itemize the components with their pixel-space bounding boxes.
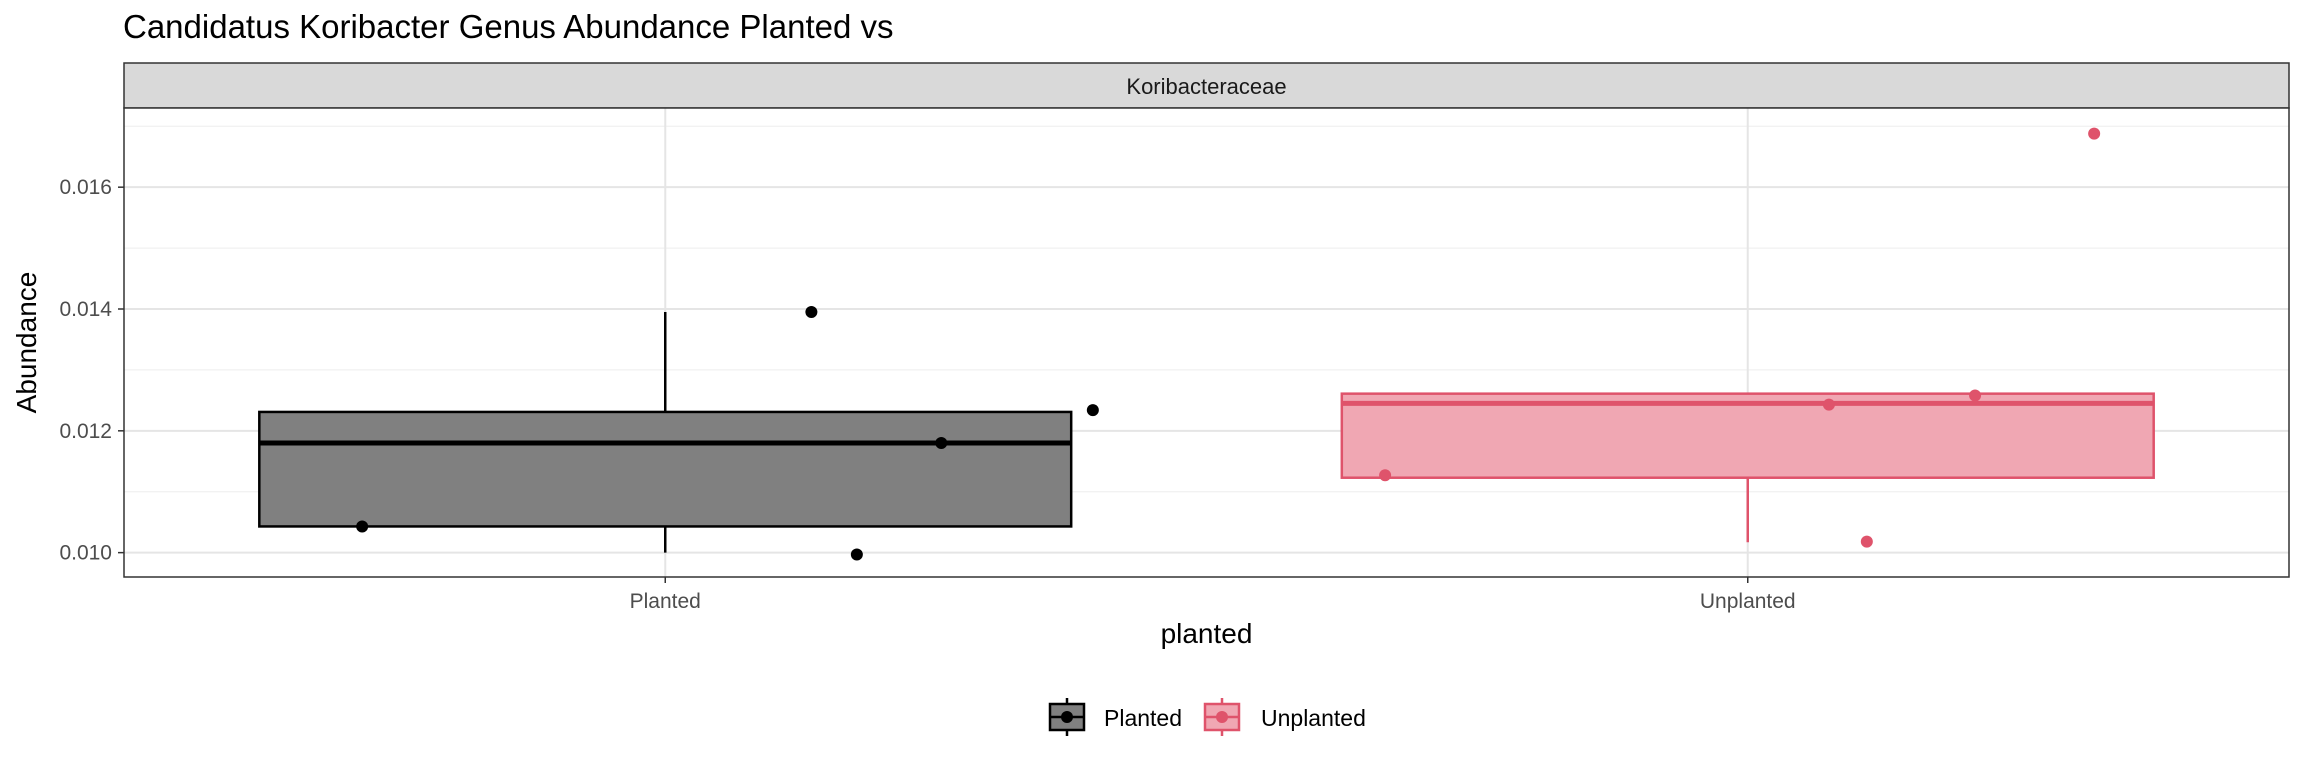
box-body <box>258 410 1073 528</box>
y-tick-label: 0.012 <box>59 420 112 443</box>
x-axis-title: planted <box>1161 618 1253 649</box>
box-unplanted <box>1340 392 2155 543</box>
data-point-planted <box>935 437 948 449</box>
x-axis: Planted Unplanted <box>630 577 1796 613</box>
legend: Planted Unplanted <box>1048 698 1366 736</box>
y-axis-title: Abundance <box>11 272 42 414</box>
y-axis: 0.010 0.012 0.014 0.016 <box>59 176 124 565</box>
data-point-planted <box>805 306 818 319</box>
data-point-unplanted <box>2088 127 2101 140</box>
facet-strip-label: Koribacteraceae <box>1126 74 1286 99</box>
y-tick-label: 0.010 <box>59 542 112 565</box>
box-body <box>1340 392 2155 479</box>
data-point-unplanted <box>1860 535 1873 548</box>
legend-key-point <box>1216 711 1228 723</box>
x-tick-label: Unplanted <box>1700 590 1796 613</box>
y-tick-label: 0.016 <box>59 176 112 199</box>
legend-item-planted: Planted <box>1048 698 1182 736</box>
data-point-unplanted <box>1822 398 1835 411</box>
legend-item-unplanted: Unplanted <box>1203 698 1366 736</box>
data-point-planted <box>356 520 369 533</box>
legend-key-point <box>1061 711 1073 723</box>
point-layer <box>356 127 2101 561</box>
data-point-unplanted <box>1969 389 1982 402</box>
legend-label: Unplanted <box>1261 705 1366 731</box>
plot-panel-border <box>123 107 2290 578</box>
facet-strip <box>123 62 2290 109</box>
y-tick-label: 0.014 <box>59 298 112 321</box>
data-point-unplanted <box>1379 469 1392 482</box>
chart-title: Candidatus Koribacter Genus Abundance Pl… <box>123 8 894 45</box>
legend-label: Planted <box>1104 705 1182 731</box>
data-point-planted <box>850 548 863 561</box>
x-tick-label: Planted <box>630 590 701 613</box>
data-point-planted <box>1086 404 1099 417</box>
